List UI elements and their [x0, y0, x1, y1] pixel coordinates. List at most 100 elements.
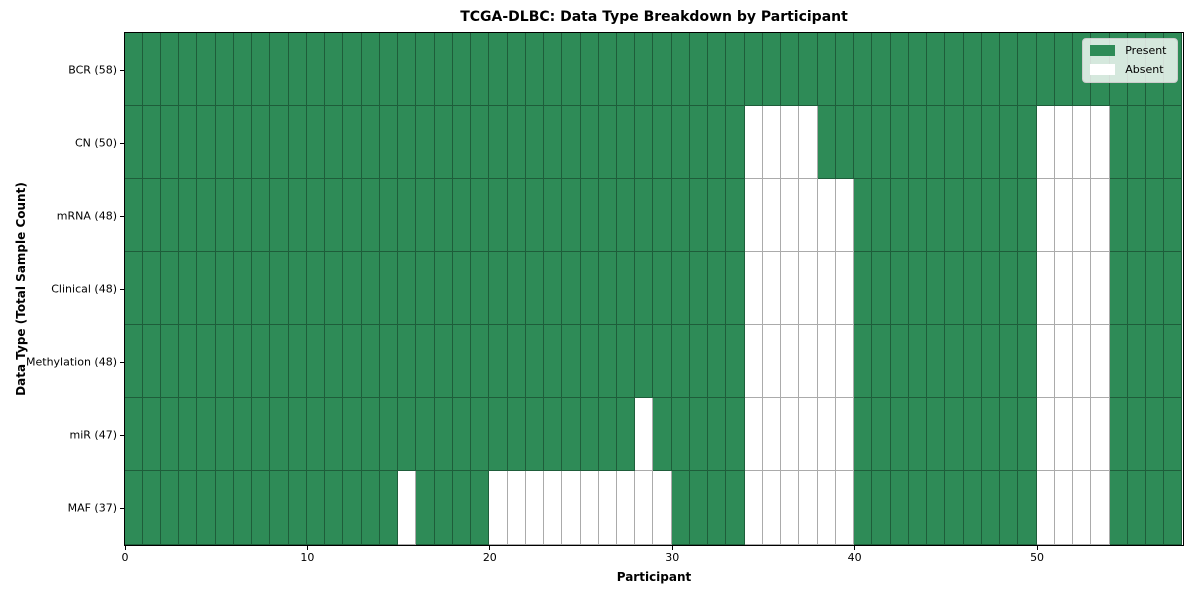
- heatmap-cell: [1073, 471, 1092, 545]
- heatmap-cell: [215, 32, 234, 106]
- y-tick-label: miR (47): [69, 428, 118, 442]
- legend-item-absent: Absent: [1090, 63, 1166, 76]
- heatmap-cell: [179, 251, 198, 326]
- heatmap-cell: [325, 325, 344, 399]
- heatmap-cell: [708, 178, 727, 252]
- heatmap-cell: [416, 105, 435, 179]
- heatmap-cell: [799, 325, 818, 399]
- heatmap-cell: [215, 105, 234, 179]
- heatmap-cell: [525, 398, 545, 472]
- heatmap-cell: [1127, 325, 1147, 399]
- heatmap-cell: [1000, 398, 1019, 472]
- heatmap-cell: [489, 398, 508, 472]
- heatmap-cell: [1036, 251, 1055, 326]
- heatmap-cell: [379, 325, 399, 399]
- heatmap-cell: [744, 251, 763, 326]
- heatmap-cell: [197, 178, 216, 252]
- heatmap-cell: [689, 325, 709, 399]
- heatmap-cell: [890, 251, 909, 326]
- heatmap-cell: [434, 471, 453, 545]
- heatmap-cell: [744, 105, 763, 179]
- heatmap-cell: [927, 32, 946, 106]
- x-tick-label: 40: [847, 551, 862, 564]
- heatmap-cell: [471, 325, 490, 399]
- heatmap-cell: [617, 471, 636, 545]
- heatmap-cell: [471, 105, 490, 179]
- heatmap-cell: [562, 325, 581, 399]
- heatmap-cell: [762, 251, 782, 326]
- heatmap-cell: [525, 325, 545, 399]
- heatmap-cell: [817, 251, 836, 326]
- heatmap-cell: [945, 32, 964, 106]
- heatmap-cell: [562, 32, 581, 106]
- heatmap-cell: [379, 32, 399, 106]
- x-tick-mark: [124, 546, 126, 550]
- heatmap-cell: [379, 105, 399, 179]
- heatmap-cell: [653, 325, 672, 399]
- heatmap-cell: [343, 325, 362, 399]
- heatmap-cell: [525, 471, 545, 545]
- heatmap-cell: [635, 398, 654, 472]
- heatmap-cell: [671, 178, 690, 252]
- heatmap-cell: [507, 398, 526, 472]
- heatmap-cell: [270, 398, 289, 472]
- heatmap-cell: [160, 105, 180, 179]
- heatmap-cell: [744, 398, 763, 472]
- heatmap-cell: [635, 471, 654, 545]
- heatmap-cell: [179, 178, 198, 252]
- heatmap-cell: [160, 251, 180, 326]
- heatmap-cell: [762, 398, 782, 472]
- heatmap-cell: [160, 178, 180, 252]
- heatmap-cell: [781, 398, 800, 472]
- heatmap-grid: [124, 32, 1183, 545]
- heatmap-cell: [124, 32, 143, 106]
- legend-item-present: Present: [1090, 44, 1167, 57]
- heatmap-cell: [525, 178, 545, 252]
- heatmap-cell: [835, 178, 855, 252]
- heatmap-cell: [270, 32, 289, 106]
- heatmap-cell: [598, 251, 618, 326]
- heatmap-cell: [598, 471, 618, 545]
- heatmap-cell: [124, 398, 143, 472]
- heatmap-cell: [1000, 471, 1019, 545]
- x-axis-label: Participant: [616, 570, 692, 584]
- heatmap-cell: [1091, 251, 1110, 326]
- heatmap-cell: [963, 398, 982, 472]
- heatmap-cell: [963, 471, 982, 545]
- heatmap-cell: [325, 178, 344, 252]
- heatmap-cell: [1164, 471, 1183, 545]
- heatmap-cell: [1073, 251, 1092, 326]
- heatmap-cell: [398, 325, 417, 399]
- heatmap-cell: [580, 251, 599, 326]
- heatmap-cell: [252, 251, 271, 326]
- heatmap-cell: [1054, 178, 1074, 252]
- heatmap-cell: [489, 471, 508, 545]
- heatmap-cell: [325, 32, 344, 106]
- heatmap-cell: [215, 251, 234, 326]
- heatmap-cell: [160, 325, 180, 399]
- heatmap-cell: [671, 398, 690, 472]
- heatmap-cell: [1054, 471, 1074, 545]
- heatmap-cell: [781, 178, 800, 252]
- heatmap-cell: [288, 398, 307, 472]
- heatmap-cell: [617, 105, 636, 179]
- heatmap-cell: [197, 471, 216, 545]
- heatmap-cell: [726, 398, 745, 472]
- heatmap-cell: [744, 32, 763, 106]
- heatmap-cell: [1091, 325, 1110, 399]
- heatmap-cell: [781, 105, 800, 179]
- heatmap-cell: [215, 398, 234, 472]
- heatmap-cell: [890, 471, 909, 545]
- heatmap-cell: [908, 178, 928, 252]
- heatmap-cell: [835, 32, 855, 106]
- heatmap-cell: [799, 32, 818, 106]
- heatmap-cell: [762, 32, 782, 106]
- heatmap-cell: [963, 325, 982, 399]
- heatmap-cell: [835, 398, 855, 472]
- y-tick-label: Clinical (48): [51, 282, 117, 296]
- heatmap-cell: [799, 178, 818, 252]
- chart-title: TCGA-DLBC: Data Type Breakdown by Partic…: [460, 9, 848, 25]
- heatmap-cell: [726, 251, 745, 326]
- heatmap-cell: [1091, 471, 1110, 545]
- heatmap-cell: [890, 398, 909, 472]
